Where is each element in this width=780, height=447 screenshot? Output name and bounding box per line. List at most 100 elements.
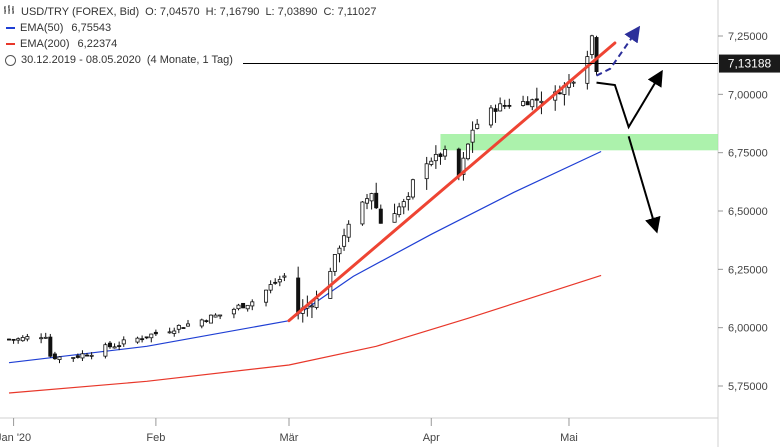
ema50-swatch	[6, 27, 15, 29]
candle-up	[43, 336, 48, 339]
candle-down	[557, 92, 562, 95]
candle-down	[52, 353, 57, 360]
trendline	[287, 41, 617, 323]
candle-up	[250, 301, 255, 307]
candle-up	[424, 163, 429, 180]
candle-up	[103, 344, 108, 357]
candle-down	[456, 148, 461, 177]
clock-icon	[5, 54, 16, 66]
candle-down	[534, 98, 539, 101]
legend-symbol-row: USD/TRY (FOREX, Bid) O: 7,04570 H: 7,167…	[4, 4, 382, 20]
legend-ema200-row: EMA(200) 6,22374	[4, 36, 382, 52]
candle-up	[268, 284, 273, 291]
candle-down	[378, 208, 383, 224]
candle-up	[433, 153, 438, 162]
x-tick-label: Mär	[280, 432, 299, 444]
legend-close: C: 7,11027	[323, 6, 377, 18]
forecast-arrow-down	[627, 136, 661, 234]
ema200-line	[8, 274, 602, 394]
candle-up	[25, 336, 30, 340]
candle-up	[406, 196, 411, 200]
x-tick-label: Feb	[146, 432, 165, 444]
candle-up	[410, 179, 415, 198]
legend-range: 30.12.2019 - 08.05.2020	[21, 54, 141, 66]
legend-range-row: 30.12.2019 - 08.05.2020 (4 Monate, 1 Tag…	[4, 52, 382, 68]
legend-ema50-row: EMA(50) 6,75543	[4, 20, 382, 36]
candle-down	[594, 37, 599, 72]
legend-open: O: 7,04570	[145, 6, 200, 18]
candle-up	[112, 346, 117, 349]
candle-up	[231, 308, 236, 315]
legend-ema200-label: EMA(200)	[20, 38, 70, 50]
y-tick-label: 7,25000	[728, 31, 768, 43]
y-tick-label: 6,50000	[728, 206, 768, 218]
candle-up	[199, 319, 204, 327]
candle-up	[277, 279, 282, 283]
legend-high: H: 7,16790	[205, 6, 260, 18]
support-zone	[440, 134, 718, 151]
x-tick-label: Jan '20	[0, 432, 31, 444]
candle-down	[204, 320, 209, 323]
candle-up	[429, 160, 434, 165]
y-tick-label: 5,75000	[728, 381, 768, 393]
last-price-label: 7,13188	[728, 57, 772, 71]
y-tick-label: 6,00000	[728, 323, 768, 335]
candle-up	[443, 149, 448, 157]
candle-up	[172, 330, 177, 334]
candle-down	[85, 354, 90, 357]
candle-up	[589, 35, 594, 55]
legend-ema50-value: 6,75543	[71, 22, 112, 34]
legend-ema200-value: 6,22374	[77, 38, 118, 50]
legend: USD/TRY (FOREX, Bid) O: 7,04570 H: 7,167…	[4, 4, 382, 68]
candle-up	[337, 247, 342, 255]
candle-up	[475, 123, 480, 129]
candle-down	[273, 281, 278, 284]
candle-down	[296, 277, 301, 314]
candle-up	[470, 129, 475, 143]
forecast-arrow-pullback	[596, 69, 663, 130]
candle-up	[346, 223, 351, 238]
candle-up	[218, 314, 223, 317]
candle-down	[241, 302, 246, 309]
candle-up	[392, 213, 397, 223]
candle-up	[401, 201, 406, 208]
candle-up	[20, 337, 25, 342]
candle-up	[530, 99, 535, 108]
candle-down	[181, 327, 186, 329]
candle-up	[213, 314, 218, 318]
candle-up	[397, 206, 402, 216]
candle-down	[117, 345, 122, 347]
forecast-arrow-up-dashed	[596, 25, 641, 77]
legend-ema50-label: EMA(50)	[20, 22, 64, 34]
candle-up	[149, 333, 154, 339]
y-tick-label: 6,25000	[728, 264, 768, 276]
candle-down	[374, 192, 379, 209]
ohlc-icon	[4, 4, 15, 20]
candle-up	[176, 324, 181, 330]
candle-up	[571, 81, 576, 84]
candle-down	[502, 105, 507, 107]
candle-up	[186, 323, 191, 327]
last-price-label-bg	[719, 54, 780, 73]
candle-up	[521, 101, 526, 106]
candle-up	[16, 338, 21, 341]
candle-up	[39, 337, 44, 340]
legend-low: L: 7,03890	[265, 6, 318, 18]
candle-up	[365, 198, 370, 204]
candle-up	[167, 331, 172, 334]
candle-up	[539, 100, 544, 103]
ema50-line	[8, 150, 602, 364]
candle-down	[7, 338, 12, 341]
candle-up	[208, 314, 213, 324]
candle-down	[140, 338, 145, 341]
ema200-swatch	[6, 43, 15, 45]
candle-up	[121, 339, 126, 345]
candle-up	[332, 254, 337, 272]
candle-down	[438, 153, 443, 157]
candle-up	[309, 305, 314, 308]
candle-down	[144, 336, 149, 339]
candle-down	[525, 101, 530, 106]
candle-down	[493, 108, 498, 112]
x-tick-label: Mai	[560, 432, 578, 444]
